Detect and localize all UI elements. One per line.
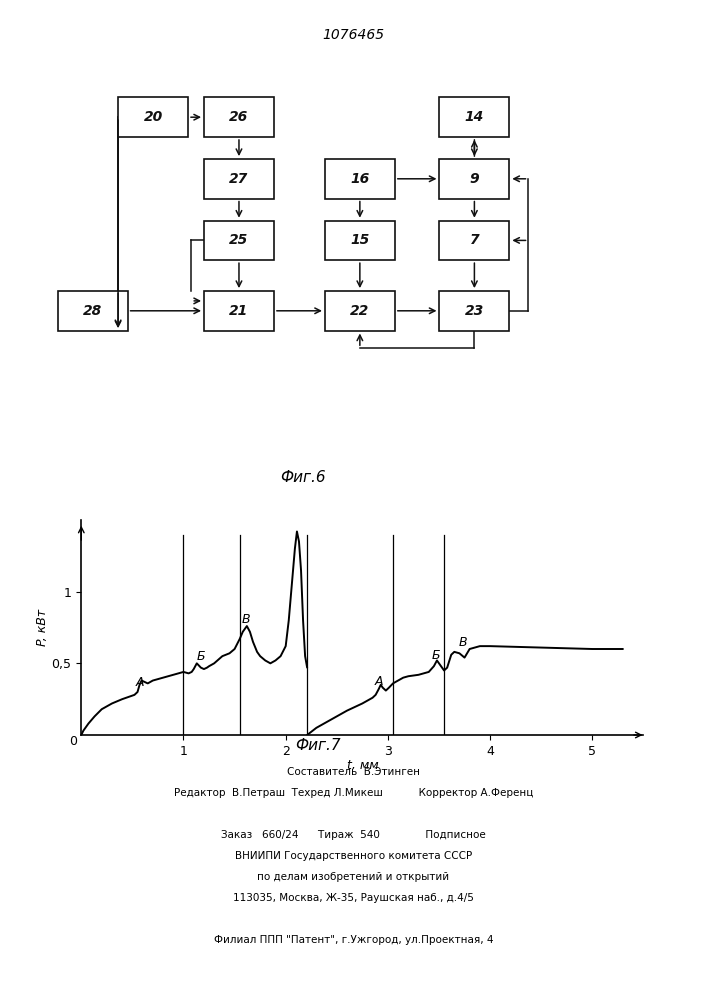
Text: 25: 25 xyxy=(229,233,249,247)
Text: 9: 9 xyxy=(469,172,479,186)
FancyBboxPatch shape xyxy=(325,221,395,260)
Text: 15: 15 xyxy=(350,233,370,247)
Text: 16: 16 xyxy=(350,172,370,186)
FancyBboxPatch shape xyxy=(58,291,128,331)
Text: 27: 27 xyxy=(229,172,249,186)
Text: 23: 23 xyxy=(464,304,484,318)
FancyBboxPatch shape xyxy=(440,97,509,137)
FancyBboxPatch shape xyxy=(325,291,395,331)
FancyBboxPatch shape xyxy=(440,159,509,199)
Text: А: А xyxy=(375,675,383,688)
Text: Фиг.6: Фиг.6 xyxy=(280,471,325,486)
Text: по делам изобретений и открытий: по делам изобретений и открытий xyxy=(257,872,450,882)
Text: 20: 20 xyxy=(144,110,163,124)
Text: 26: 26 xyxy=(229,110,249,124)
Text: В: В xyxy=(458,636,467,649)
FancyBboxPatch shape xyxy=(204,159,274,199)
Text: В: В xyxy=(242,613,250,626)
Text: Редактор  В.Петраш  Техред Л.Микеш           Корректор А.Ференц: Редактор В.Петраш Техред Л.Микеш Коррект… xyxy=(174,788,533,798)
Text: Филиал ППП "Патент", г.Ужгород, ул.Проектная, 4: Филиал ППП "Патент", г.Ужгород, ул.Проек… xyxy=(214,935,493,945)
X-axis label: t, мм: t, мм xyxy=(346,759,378,772)
Text: 22: 22 xyxy=(350,304,370,318)
Text: 21: 21 xyxy=(229,304,249,318)
Text: ВНИИПИ Государственного комитета СССР: ВНИИПИ Государственного комитета СССР xyxy=(235,851,472,861)
FancyBboxPatch shape xyxy=(204,221,274,260)
FancyBboxPatch shape xyxy=(118,97,188,137)
Text: А: А xyxy=(136,676,144,689)
Text: Б: Б xyxy=(431,649,440,662)
Text: Заказ   660/24      Тираж  540              Подписное: Заказ 660/24 Тираж 540 Подписное xyxy=(221,830,486,840)
Text: 1076465: 1076465 xyxy=(322,28,385,42)
FancyBboxPatch shape xyxy=(440,221,509,260)
Text: 7: 7 xyxy=(469,233,479,247)
Text: 0: 0 xyxy=(69,735,77,748)
Text: Б: Б xyxy=(197,650,205,663)
Text: 113035, Москва, Ж-35, Раушская наб., д.4/5: 113035, Москва, Ж-35, Раушская наб., д.4… xyxy=(233,893,474,903)
FancyBboxPatch shape xyxy=(325,159,395,199)
FancyBboxPatch shape xyxy=(440,291,509,331)
Text: Фиг.7: Фиг.7 xyxy=(296,738,341,753)
FancyBboxPatch shape xyxy=(204,97,274,137)
Y-axis label: P, кВт: P, кВт xyxy=(36,609,49,646)
Text: 14: 14 xyxy=(464,110,484,124)
FancyBboxPatch shape xyxy=(204,291,274,331)
Text: 28: 28 xyxy=(83,304,103,318)
Text: Составитель  В.Этинген: Составитель В.Этинген xyxy=(287,767,420,777)
